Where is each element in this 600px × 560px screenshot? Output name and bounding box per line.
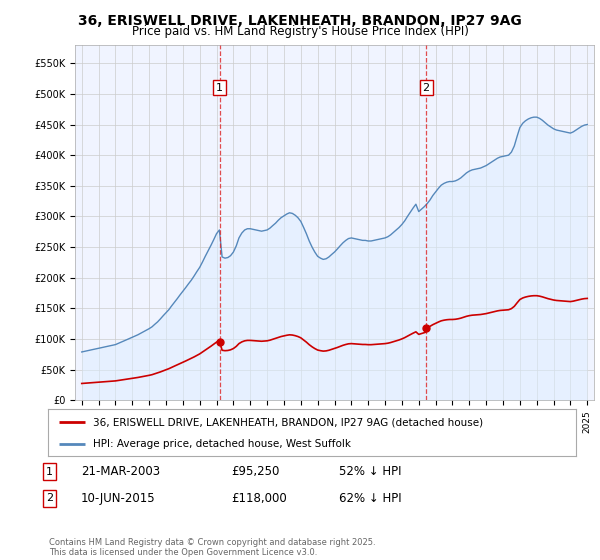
Text: Price paid vs. HM Land Registry's House Price Index (HPI): Price paid vs. HM Land Registry's House … xyxy=(131,25,469,38)
Text: Contains HM Land Registry data © Crown copyright and database right 2025.
This d: Contains HM Land Registry data © Crown c… xyxy=(49,538,376,557)
Text: 21-MAR-2003: 21-MAR-2003 xyxy=(81,465,160,478)
Text: 52% ↓ HPI: 52% ↓ HPI xyxy=(339,465,401,478)
Text: 2: 2 xyxy=(46,493,53,503)
Text: 1: 1 xyxy=(46,466,53,477)
Text: 1: 1 xyxy=(216,83,223,93)
Text: 62% ↓ HPI: 62% ↓ HPI xyxy=(339,492,401,505)
Text: 10-JUN-2015: 10-JUN-2015 xyxy=(81,492,155,505)
Text: 36, ERISWELL DRIVE, LAKENHEATH, BRANDON, IP27 9AG (detached house): 36, ERISWELL DRIVE, LAKENHEATH, BRANDON,… xyxy=(93,417,483,427)
Text: £95,250: £95,250 xyxy=(231,465,280,478)
Text: HPI: Average price, detached house, West Suffolk: HPI: Average price, detached house, West… xyxy=(93,438,351,449)
Text: 2: 2 xyxy=(422,83,430,93)
Text: £118,000: £118,000 xyxy=(231,492,287,505)
Text: 36, ERISWELL DRIVE, LAKENHEATH, BRANDON, IP27 9AG: 36, ERISWELL DRIVE, LAKENHEATH, BRANDON,… xyxy=(78,14,522,28)
